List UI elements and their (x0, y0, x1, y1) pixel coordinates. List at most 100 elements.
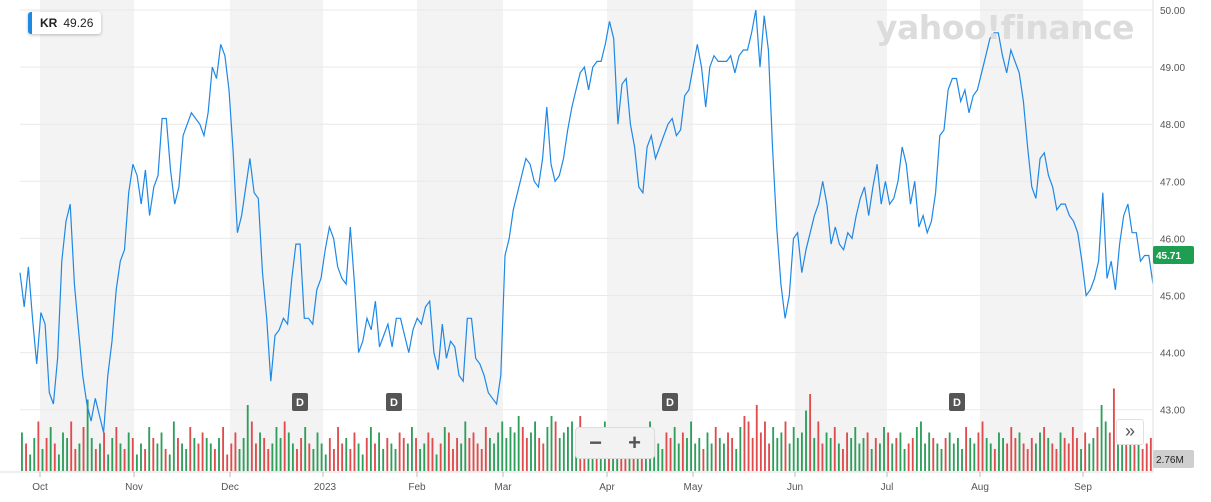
volume-bar (341, 443, 344, 471)
volume-bar (550, 416, 553, 471)
volume-bar (1121, 438, 1124, 471)
volume-bar (94, 449, 97, 471)
volume-bar (932, 438, 935, 471)
volume-bar (833, 427, 836, 471)
expand-icon[interactable]: » (1116, 419, 1144, 445)
volume-bar (1063, 438, 1066, 471)
current-price-label: 45.71 (1156, 251, 1181, 262)
volume-bar (316, 432, 319, 471)
volume-bar (172, 421, 175, 471)
volume-bar (447, 432, 450, 471)
volume-bar (546, 427, 549, 471)
volume-bar (747, 421, 750, 471)
volume-bar (177, 438, 179, 471)
zoom-out-button[interactable]: − (589, 430, 602, 455)
volume-bar (764, 421, 766, 471)
volume-bar (542, 443, 545, 471)
volume-bar (103, 432, 105, 471)
volume-bar (714, 427, 717, 471)
volume-bar (989, 443, 992, 471)
volume-bar (718, 438, 721, 471)
month-shade (417, 0, 503, 472)
volume-bar (1149, 438, 1152, 471)
y-tick-label: 48.00 (1160, 120, 1185, 131)
volume-bar (353, 432, 356, 471)
volume-bar (242, 438, 245, 471)
volume-bar (135, 454, 138, 471)
volume-bar (558, 438, 561, 471)
volume-bar (998, 432, 1000, 471)
dividend-marker-bg (386, 393, 402, 411)
volume-bar (349, 449, 352, 471)
volume-bar (961, 449, 963, 471)
month-shading (40, 0, 1083, 472)
x-tick-label: Aug (971, 482, 989, 493)
x-tick-label: Oct (32, 482, 48, 493)
volume-bar (505, 438, 508, 471)
volume-bar (661, 449, 664, 471)
volume-bar (792, 427, 795, 471)
volume-bar (805, 410, 807, 471)
volume-bar (1055, 449, 1058, 471)
volume-bar (443, 427, 446, 471)
volume-bar (250, 421, 253, 471)
volume-bar (710, 443, 713, 471)
x-tick-label: Sep (1074, 482, 1092, 493)
series-color-swatch (28, 12, 32, 34)
volume-bar (209, 443, 212, 471)
ticker-chip[interactable]: KR 49.26 (28, 12, 102, 34)
volume-bar (185, 449, 188, 471)
zoom-in-button[interactable]: + (628, 430, 641, 455)
volume-bar (66, 438, 69, 471)
volume-bar (837, 443, 840, 471)
volume-bar (456, 438, 459, 471)
volume-bar (123, 449, 126, 471)
volume-bar (501, 421, 504, 471)
volume-bar (903, 449, 906, 471)
month-shade (230, 0, 323, 472)
volume-bar (127, 432, 130, 471)
horizontal-gridlines (20, 9, 1153, 411)
volume-bar (205, 438, 208, 471)
y-tick-label: 44.00 (1160, 349, 1185, 360)
volume-bar (82, 427, 85, 471)
volume-bar (390, 443, 393, 471)
volume-bar (1002, 438, 1004, 471)
volume-bar (977, 432, 980, 471)
volume-bar (513, 432, 516, 471)
volume-bar (686, 438, 688, 471)
volume-bar (694, 443, 697, 471)
volume-bar (439, 443, 442, 471)
volume-bar (1010, 427, 1013, 471)
volume-bar (115, 427, 118, 471)
volume-bar (489, 438, 491, 471)
x-tick-label: May (684, 482, 703, 493)
volume-bar (1092, 438, 1095, 471)
volume-bar (1141, 449, 1144, 471)
volume-bar (969, 438, 972, 471)
volume-bar (669, 438, 672, 471)
volume-bar (435, 454, 438, 471)
volume-bar (776, 438, 779, 471)
volume-bar (1133, 438, 1136, 471)
volume-bar (361, 454, 364, 471)
volume-bar (739, 427, 742, 471)
volume-bar (222, 427, 225, 471)
volume-bar (152, 438, 155, 471)
volume-bar (1059, 432, 1062, 471)
volume-bar (1006, 443, 1009, 471)
volume-bar (267, 449, 270, 471)
volume-bar (920, 421, 922, 471)
x-tick-label: Nov (125, 482, 143, 493)
volume-bar (755, 405, 758, 471)
volume-bar (1100, 405, 1103, 471)
x-tick-label: Dec (221, 482, 239, 493)
volume-bar (993, 449, 996, 471)
volume-bar (854, 427, 857, 471)
volume-bar (402, 438, 405, 471)
dividend-marker-label: D (666, 397, 674, 409)
current-price-badge (1153, 245, 1194, 264)
volume-bar (41, 449, 44, 471)
volume-bar (1014, 438, 1017, 471)
